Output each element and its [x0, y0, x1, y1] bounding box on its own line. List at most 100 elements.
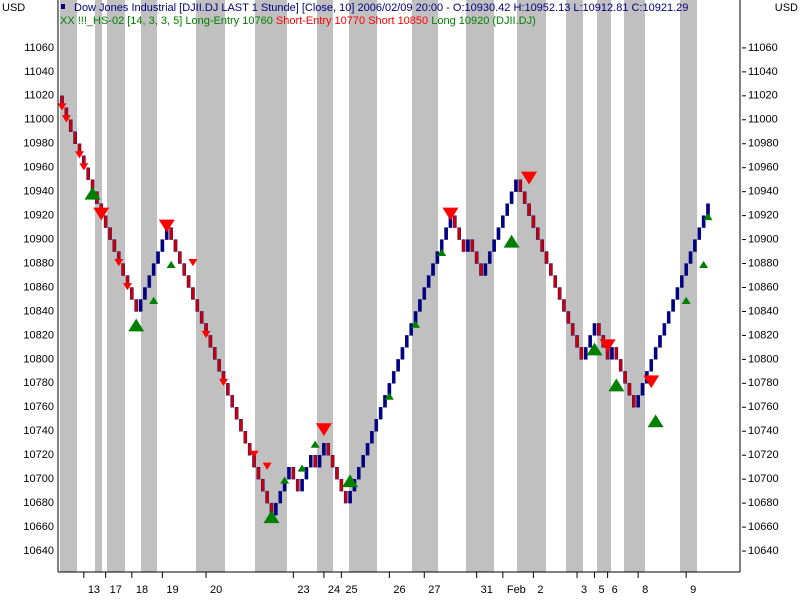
y-tick-label-right: 10900 [748, 233, 779, 245]
box-bar [701, 215, 706, 228]
y-tick-label-right: 10700 [748, 473, 779, 485]
x-tick-label: 25 [345, 584, 357, 596]
box-bar [391, 371, 396, 384]
signal-marker [201, 330, 211, 339]
unit-left: USD [2, 2, 25, 14]
y-tick-label-right: 10740 [748, 425, 779, 437]
box-bar [108, 227, 112, 240]
box-bar [549, 263, 553, 276]
y-tick-label-right: 10960 [748, 162, 779, 174]
box-bar [226, 383, 230, 396]
box-bar [583, 347, 588, 360]
box-bar [173, 239, 178, 252]
signal-marker [586, 342, 603, 356]
box-bar [343, 490, 348, 504]
box-bar [653, 347, 658, 360]
box-bar [671, 299, 675, 312]
signal-marker [608, 378, 625, 392]
box-bar [339, 478, 344, 492]
x-tick-label: 3 [581, 584, 587, 596]
signal-marker [93, 207, 110, 221]
signal-marker [149, 296, 159, 304]
signal-marker [166, 260, 176, 269]
y-tick-label-right: 10780 [748, 377, 779, 389]
legend-entry: Long-Entry 10760 [185, 15, 272, 27]
box-bar [470, 239, 475, 252]
box-bar [357, 466, 361, 480]
box-bar [693, 239, 697, 252]
signal-marker [342, 474, 359, 488]
box-bar [405, 335, 409, 348]
box-bar [588, 335, 592, 348]
box-bar [553, 275, 558, 288]
box-bar [291, 466, 296, 480]
session-band [566, 0, 583, 572]
box-bar [592, 323, 597, 336]
box-bar [618, 359, 623, 372]
y-tick-label: 10900 [23, 233, 54, 245]
x-tick-label: 13 [88, 584, 100, 596]
box-bar [151, 263, 156, 276]
y-tick-label: 11040 [24, 66, 54, 78]
box-bar [383, 395, 387, 408]
signal-marker [262, 462, 272, 470]
y-tick-label-right: 10680 [748, 497, 779, 509]
box-bar [610, 347, 614, 360]
x-tick-label: 6 [612, 584, 618, 596]
signal-marker [681, 296, 691, 304]
box-bar [348, 490, 352, 504]
y-tick-label: 11000 [24, 114, 54, 126]
signal-marker [280, 476, 290, 484]
box-bar [666, 311, 671, 324]
box-bar [544, 251, 549, 264]
y-tick-label: 10980 [23, 138, 54, 150]
session-band [466, 0, 494, 572]
box-bar [308, 455, 313, 468]
x-tick-label: 9 [690, 584, 696, 596]
box-bar [230, 395, 235, 408]
box-bar [365, 443, 370, 456]
box-bar [570, 323, 575, 336]
box-bar [566, 311, 571, 324]
box-bar [409, 323, 413, 336]
x-tick-label: 31 [481, 584, 493, 596]
box-bar [557, 287, 562, 300]
y-tick-label-right: 11020 [748, 90, 778, 102]
box-bar [492, 239, 496, 252]
box-bar [457, 227, 462, 240]
box-bar [68, 119, 73, 132]
session-band [317, 0, 333, 572]
box-bar [400, 347, 405, 360]
y-tick-label-right: 10940 [748, 186, 779, 198]
box-bar [370, 431, 374, 444]
x-tick-label: 5 [599, 584, 605, 596]
box-bar [461, 239, 466, 252]
box-bar [160, 239, 165, 252]
chart-title: Dow Jones Industrial [DJII.DJ LAST 1 Stu… [74, 2, 688, 14]
y-tick-label: 10860 [23, 281, 54, 293]
legend-entry: Short 10850 [368, 15, 428, 27]
box-bar [378, 407, 383, 420]
y-tick-label-right: 10860 [748, 281, 779, 293]
y-tick-label-right: 10980 [748, 138, 779, 150]
y-tick-label: 10840 [23, 305, 54, 317]
box-bar [614, 347, 619, 360]
signal-marker [599, 339, 616, 353]
signal-marker [315, 423, 332, 437]
signal-marker [57, 103, 67, 111]
box-bar [265, 490, 269, 504]
box-bar [444, 227, 448, 240]
y-tick-label-right: 10840 [748, 305, 779, 317]
box-bar [636, 395, 640, 408]
box-bar [121, 263, 125, 276]
box-bar [130, 287, 134, 300]
y-tick-label: 10680 [23, 497, 54, 509]
box-bar [156, 251, 160, 264]
box-bar [501, 215, 505, 228]
signal-marker [310, 440, 320, 448]
box-bar [426, 275, 431, 288]
box-bar [278, 490, 283, 504]
box-bar [182, 263, 187, 276]
box-bar [138, 299, 143, 312]
box-bar [191, 287, 195, 300]
